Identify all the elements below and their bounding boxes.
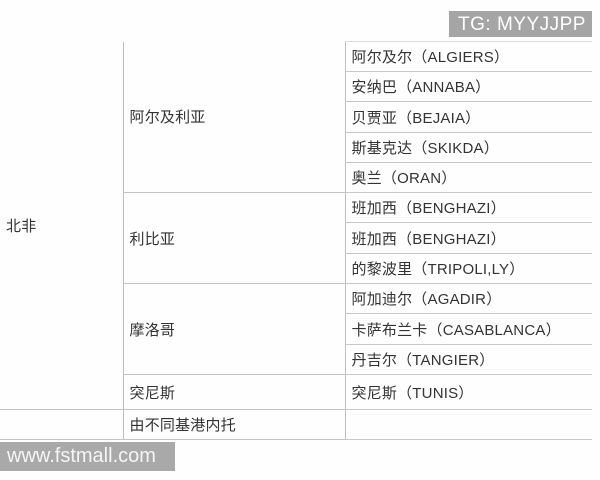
country-label: 阿尔及利亚 xyxy=(129,109,206,127)
region-cell-empty xyxy=(0,409,123,440)
region-cell-north-africa: 北非 xyxy=(0,41,123,410)
country-label: 摩洛哥 xyxy=(129,321,176,339)
table-row: 斯基克达（SKIKDA） xyxy=(0,132,592,163)
port-label: 阿加迪尔（AGADIR） xyxy=(351,291,502,308)
port-label: 班加西（BENGHAZI） xyxy=(351,230,506,248)
port-cell: 班加西（BENGHAZI） xyxy=(344,192,592,223)
port-cell: 阿尔及尔（ALGIERS） xyxy=(344,41,592,72)
port-label: 班加西（BENGHAZI） xyxy=(351,200,506,217)
port-label: 丹吉尔（TANGIER） xyxy=(351,352,495,369)
country-cell-other-base-ports: 由不同基港内托 xyxy=(122,409,345,440)
port-label: 卡萨布兰卡（CASABLANCA） xyxy=(351,321,561,339)
port-label: 斯基克达（SKIKDA） xyxy=(351,140,499,157)
port-label: 安纳巴（ANNABA） xyxy=(351,79,491,96)
port-label: 的黎波里（TRIPOLI,LY） xyxy=(351,261,525,278)
table-row: 摩洛哥 阿加迪尔（AGADIR） xyxy=(0,283,592,375)
port-label: 阿尔及尔（ALGIERS） xyxy=(351,49,510,66)
country-cell-tunisia: 突尼斯 xyxy=(122,374,345,410)
port-cell: 安纳巴（ANNABA） xyxy=(344,71,592,102)
country-label: 突尼斯 xyxy=(129,384,176,402)
country-cell-libya: 利比亚 xyxy=(122,192,345,284)
port-cell: 的黎波里（TRIPOLI,LY） xyxy=(344,253,592,284)
port-label: 奥兰（ORAN） xyxy=(351,170,457,187)
port-cell: 突尼斯（TUNIS） xyxy=(344,374,592,410)
port-label: 贝贾亚（BEJAIA） xyxy=(351,109,481,127)
country-cell-morocco: 摩洛哥 xyxy=(122,283,345,375)
table-row: 贝贾亚（BEJAIA） xyxy=(0,101,592,133)
port-cell: 阿加迪尔（AGADIR） xyxy=(344,283,592,314)
table-row: 北非 阿尔及利亚 阿尔及尔（ALGIERS） xyxy=(0,41,592,410)
region-label: 北非 xyxy=(6,217,37,235)
port-cell: 卡萨布兰卡（CASABLANCA） xyxy=(344,313,592,345)
table-row: 的黎波里（TRIPOLI,LY） xyxy=(0,253,592,284)
port-cell: 斯基克达（SKIKDA） xyxy=(344,132,592,163)
port-cell: 丹吉尔（TANGIER） xyxy=(344,344,592,375)
ports-table: 北非 阿尔及利亚 阿尔及尔（ALGIERS） 安纳巴（ANNABA） 贝贾亚（B… xyxy=(0,41,592,440)
table-row: 奥兰（ORAN） xyxy=(0,162,592,193)
country-label: 利比亚 xyxy=(129,230,176,248)
table-row: 卡萨布兰卡（CASABLANCA） xyxy=(0,313,592,345)
table-row: 利比亚 班加西（BENGHAZI） xyxy=(0,192,592,284)
tg-contact-badge: TG: MYYJJPP xyxy=(449,11,592,37)
site-watermark: www.fstmall.com xyxy=(0,442,175,471)
table-row: 丹吉尔（TANGIER） xyxy=(0,344,592,375)
table-row: 安纳巴（ANNABA） xyxy=(0,71,592,102)
port-label: 突尼斯（TUNIS） xyxy=(351,384,474,402)
table-row: 由不同基港内托 xyxy=(0,409,592,440)
port-cell xyxy=(344,409,592,440)
table-row: 突尼斯 突尼斯（TUNIS） xyxy=(0,374,592,410)
table-row: 班加西（BENGHAZI） xyxy=(0,222,592,254)
country-cell-algeria: 阿尔及利亚 xyxy=(122,41,345,193)
port-cell: 班加西（BENGHAZI） xyxy=(344,222,592,254)
port-cell: 奥兰（ORAN） xyxy=(344,162,592,193)
country-label: 由不同基港内托 xyxy=(129,417,236,434)
port-cell: 贝贾亚（BEJAIA） xyxy=(344,101,592,133)
